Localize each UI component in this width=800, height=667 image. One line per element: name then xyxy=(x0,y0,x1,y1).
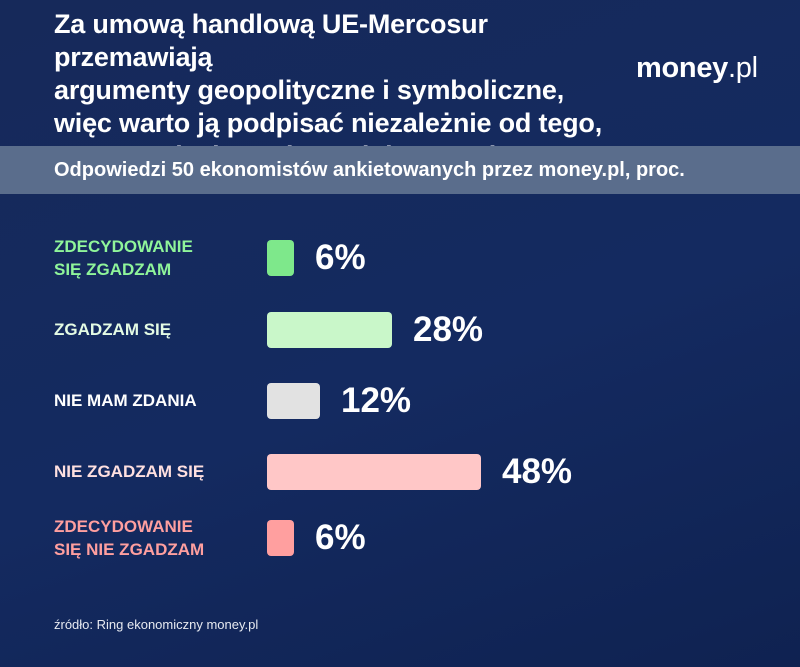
category-label: ZDECYDOWANIE SIĘ ZGADZAM xyxy=(54,237,193,279)
category-label: NIE MAM ZDANIA xyxy=(54,391,197,410)
logo-wordmark: money xyxy=(636,52,728,84)
bar xyxy=(267,240,294,276)
money-pl-logo: money.pl xyxy=(636,52,758,85)
category-label: ZGADZAM SIĘ xyxy=(54,320,172,339)
bar xyxy=(267,312,392,348)
bar xyxy=(267,520,294,556)
value-label: 12% xyxy=(341,381,412,420)
value-label: 48% xyxy=(502,452,573,491)
bar xyxy=(267,454,481,490)
bar xyxy=(267,383,320,419)
chart-subtitle: Odpowiedzi 50 ekonomistów ankietowanych … xyxy=(54,159,685,181)
value-label: 28% xyxy=(413,310,484,349)
source-note: źródło: Ring ekonomiczny money.pl xyxy=(54,617,259,632)
chart-title: Za umową handlową UE-Mercosur przemawiaj… xyxy=(54,9,603,171)
value-label: 6% xyxy=(315,518,366,557)
value-label: 6% xyxy=(315,238,366,277)
category-label: NIE ZGADZAM SIĘ xyxy=(54,462,205,481)
subtitle-band xyxy=(0,146,800,194)
logo-domain: .pl xyxy=(727,52,758,84)
category-label: ZDECYDOWANIE SIĘ NIE ZGADZAM xyxy=(54,517,205,559)
